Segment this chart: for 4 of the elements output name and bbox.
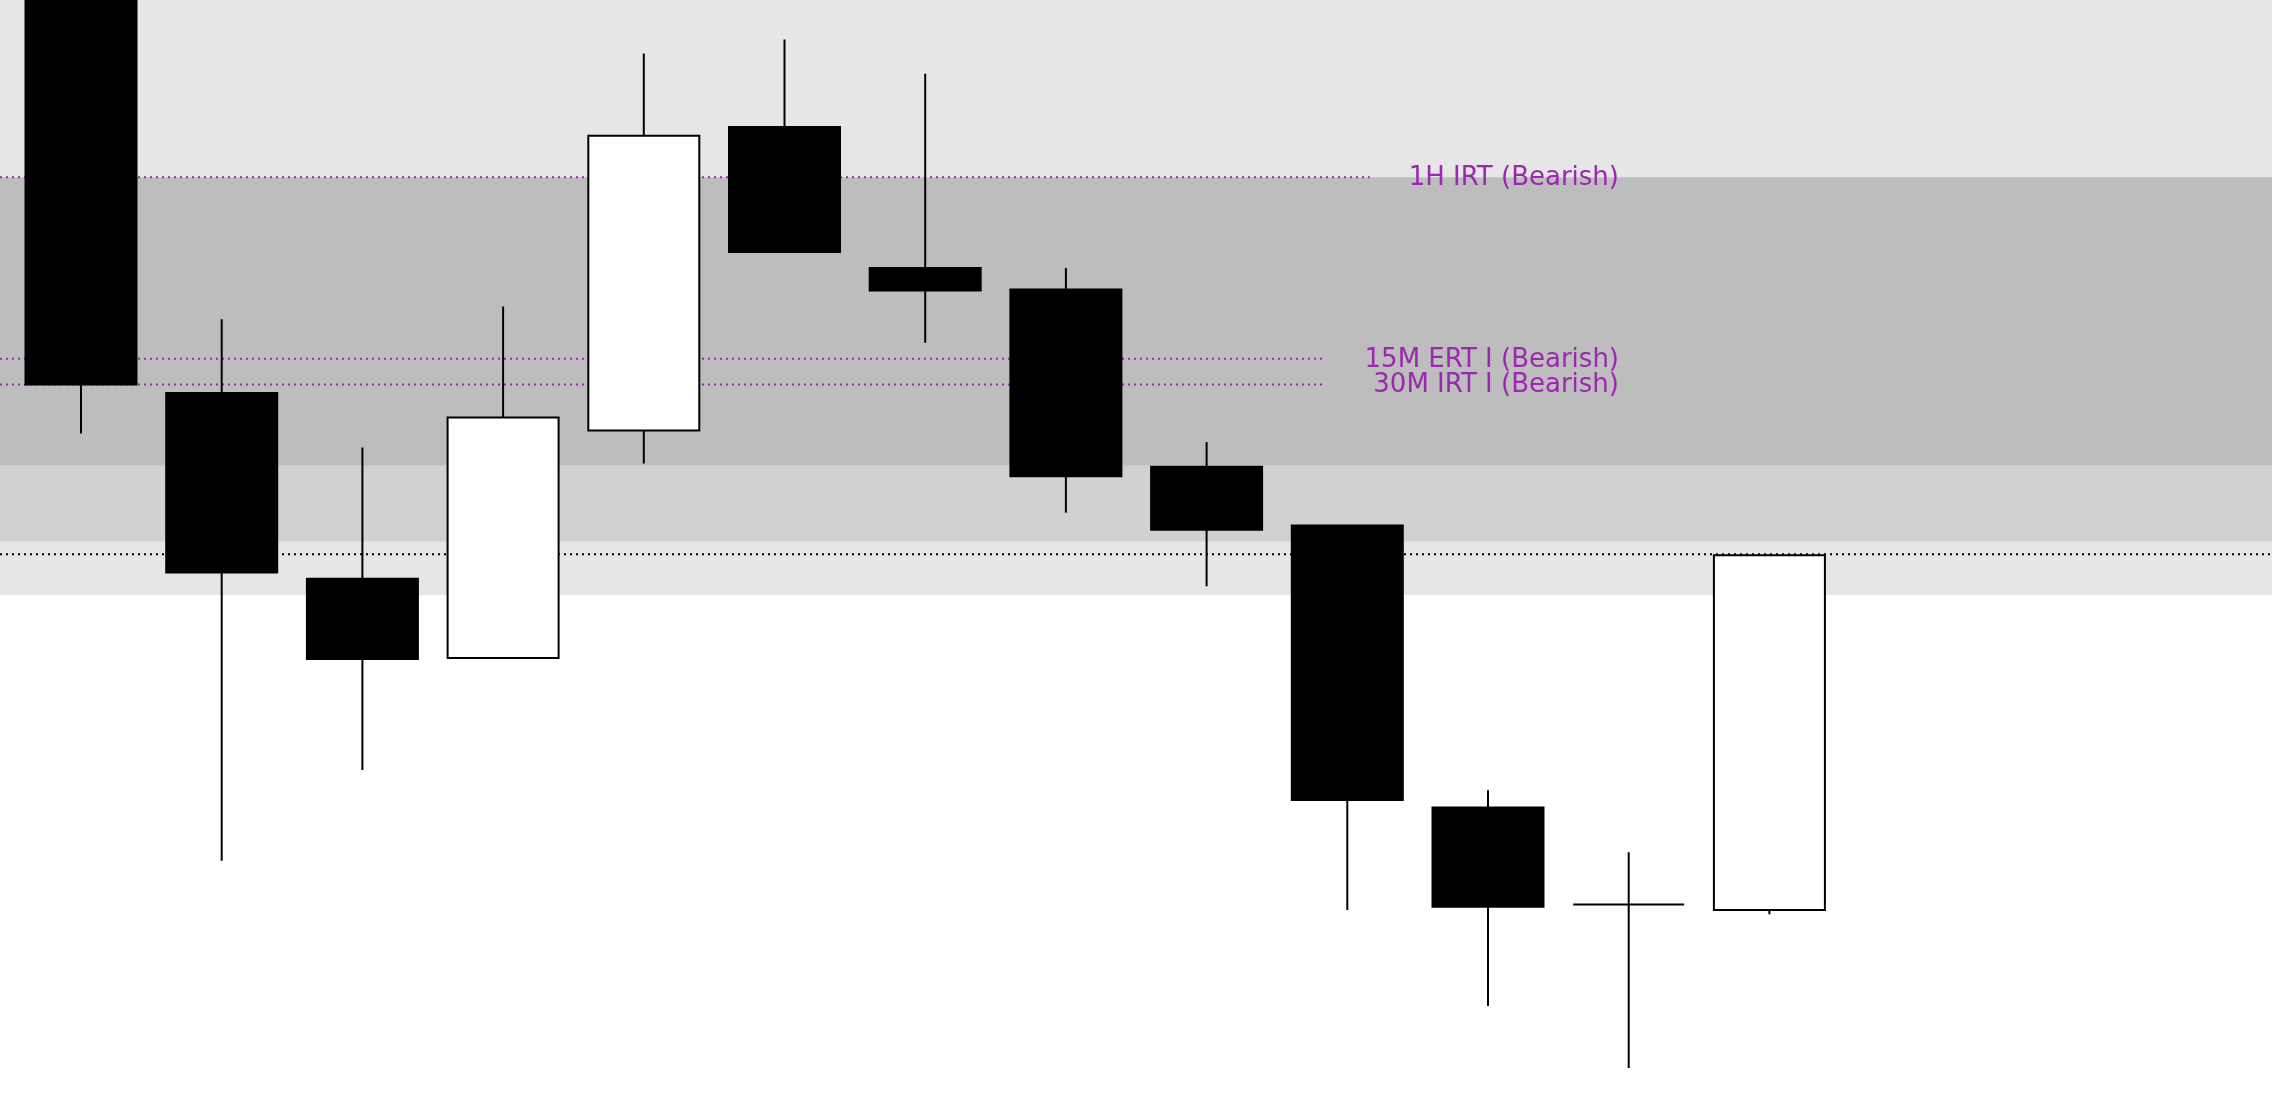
ref-line-label: 15M ERT I (Bearish) [1364, 342, 1619, 373]
candlestick [1572, 851, 1686, 1069]
candlestick [868, 72, 982, 344]
ref-line-label: 1H IRT (Bearish) [1408, 161, 1619, 192]
